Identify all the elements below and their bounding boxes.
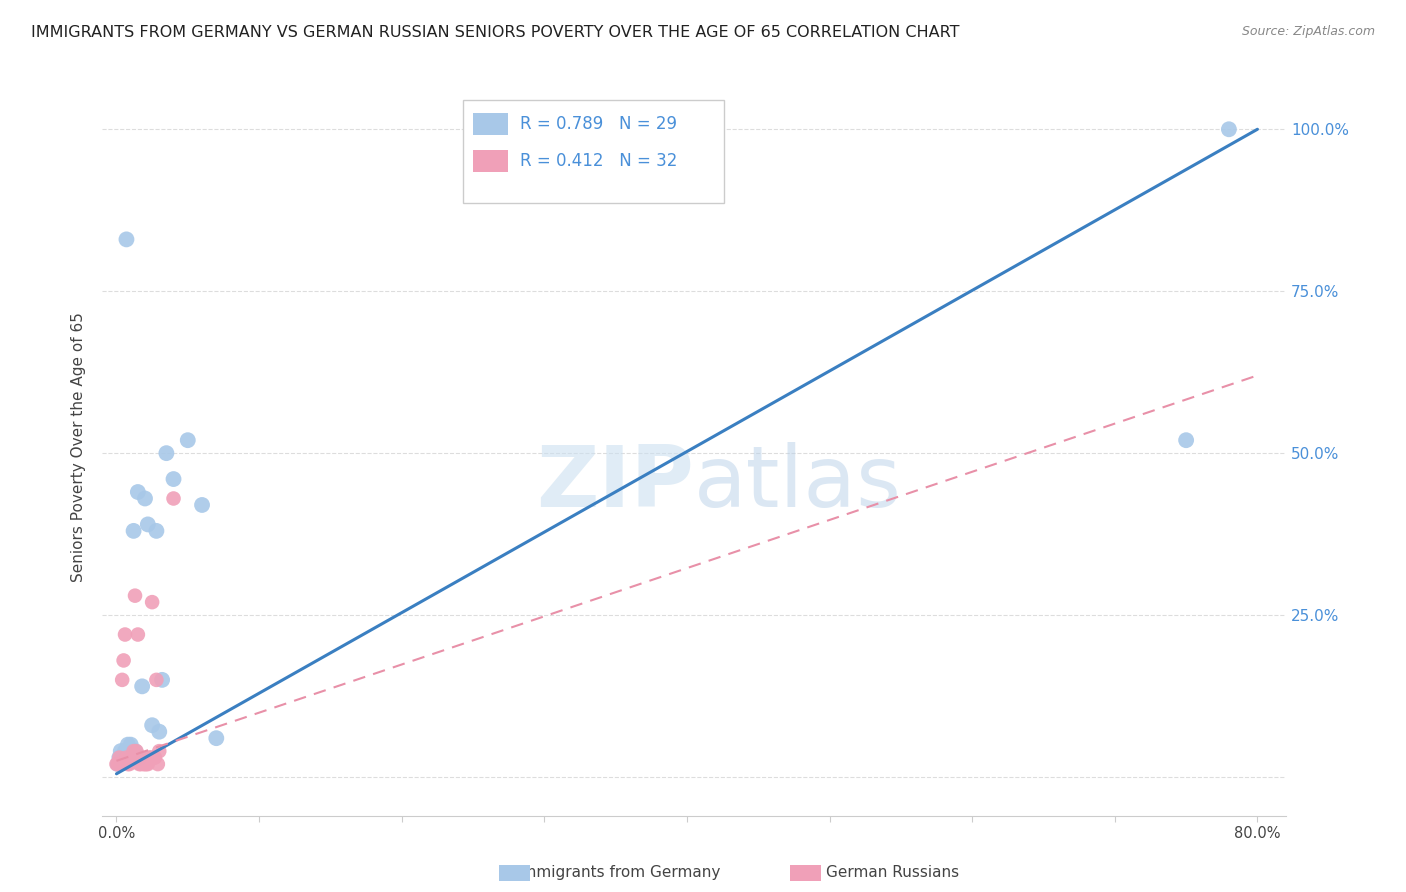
Point xyxy=(155,446,177,460)
Point xyxy=(136,757,159,772)
Point xyxy=(117,738,139,752)
Point xyxy=(128,757,150,772)
Point xyxy=(138,750,160,764)
Point xyxy=(118,757,141,772)
Point xyxy=(122,744,145,758)
Point xyxy=(112,653,135,667)
Point xyxy=(162,472,184,486)
Point xyxy=(112,750,135,764)
Point xyxy=(124,589,146,603)
Point xyxy=(205,731,228,746)
Text: atlas: atlas xyxy=(695,442,903,525)
Text: ZIP: ZIP xyxy=(536,442,695,525)
Point xyxy=(148,724,170,739)
Point xyxy=(145,673,167,687)
Point xyxy=(122,524,145,538)
Point xyxy=(117,757,139,772)
Y-axis label: Seniors Poverty Over the Age of 65: Seniors Poverty Over the Age of 65 xyxy=(72,311,86,582)
Point xyxy=(129,757,152,772)
Point xyxy=(146,757,169,772)
Text: Immigrants from Germany: Immigrants from Germany xyxy=(517,865,720,880)
Text: R = 0.412   N = 32: R = 0.412 N = 32 xyxy=(520,152,678,169)
Point xyxy=(150,673,173,687)
Point xyxy=(110,757,132,772)
Point xyxy=(114,744,136,758)
Point xyxy=(114,627,136,641)
Point xyxy=(132,757,155,772)
Point xyxy=(148,744,170,758)
Point xyxy=(121,744,143,758)
Point xyxy=(127,627,149,641)
Point xyxy=(131,750,153,764)
Point xyxy=(120,750,142,764)
Text: Source: ZipAtlas.com: Source: ZipAtlas.com xyxy=(1241,25,1375,38)
Point xyxy=(143,750,166,764)
Point xyxy=(134,491,156,506)
Point xyxy=(141,718,163,732)
Point xyxy=(118,744,141,758)
Point xyxy=(125,744,148,758)
Point xyxy=(107,757,129,772)
Bar xyxy=(472,113,508,135)
Point xyxy=(145,524,167,538)
Point xyxy=(115,232,138,246)
Point xyxy=(108,750,131,764)
Point xyxy=(115,750,138,764)
Point xyxy=(108,750,131,764)
Bar xyxy=(472,150,508,172)
Point xyxy=(121,750,143,764)
Point xyxy=(124,744,146,758)
Point xyxy=(105,757,128,772)
Point xyxy=(1175,433,1198,447)
Point xyxy=(191,498,214,512)
Point xyxy=(131,679,153,693)
Point xyxy=(162,491,184,506)
Point xyxy=(139,750,162,764)
Point xyxy=(128,750,150,764)
Text: IMMIGRANTS FROM GERMANY VS GERMAN RUSSIAN SENIORS POVERTY OVER THE AGE OF 65 COR: IMMIGRANTS FROM GERMANY VS GERMAN RUSSIA… xyxy=(31,25,959,40)
Point xyxy=(134,757,156,772)
Point xyxy=(120,738,142,752)
Point xyxy=(107,757,129,772)
Point xyxy=(111,750,134,764)
Point xyxy=(111,673,134,687)
Point xyxy=(110,744,132,758)
Point xyxy=(135,757,157,772)
Point xyxy=(1218,122,1240,136)
Point xyxy=(177,433,200,447)
FancyBboxPatch shape xyxy=(463,100,724,203)
Point xyxy=(136,517,159,532)
Text: German Russians: German Russians xyxy=(827,865,959,880)
Point xyxy=(127,485,149,500)
Text: R = 0.789   N = 29: R = 0.789 N = 29 xyxy=(520,115,678,133)
Point xyxy=(141,595,163,609)
Point xyxy=(142,750,165,764)
